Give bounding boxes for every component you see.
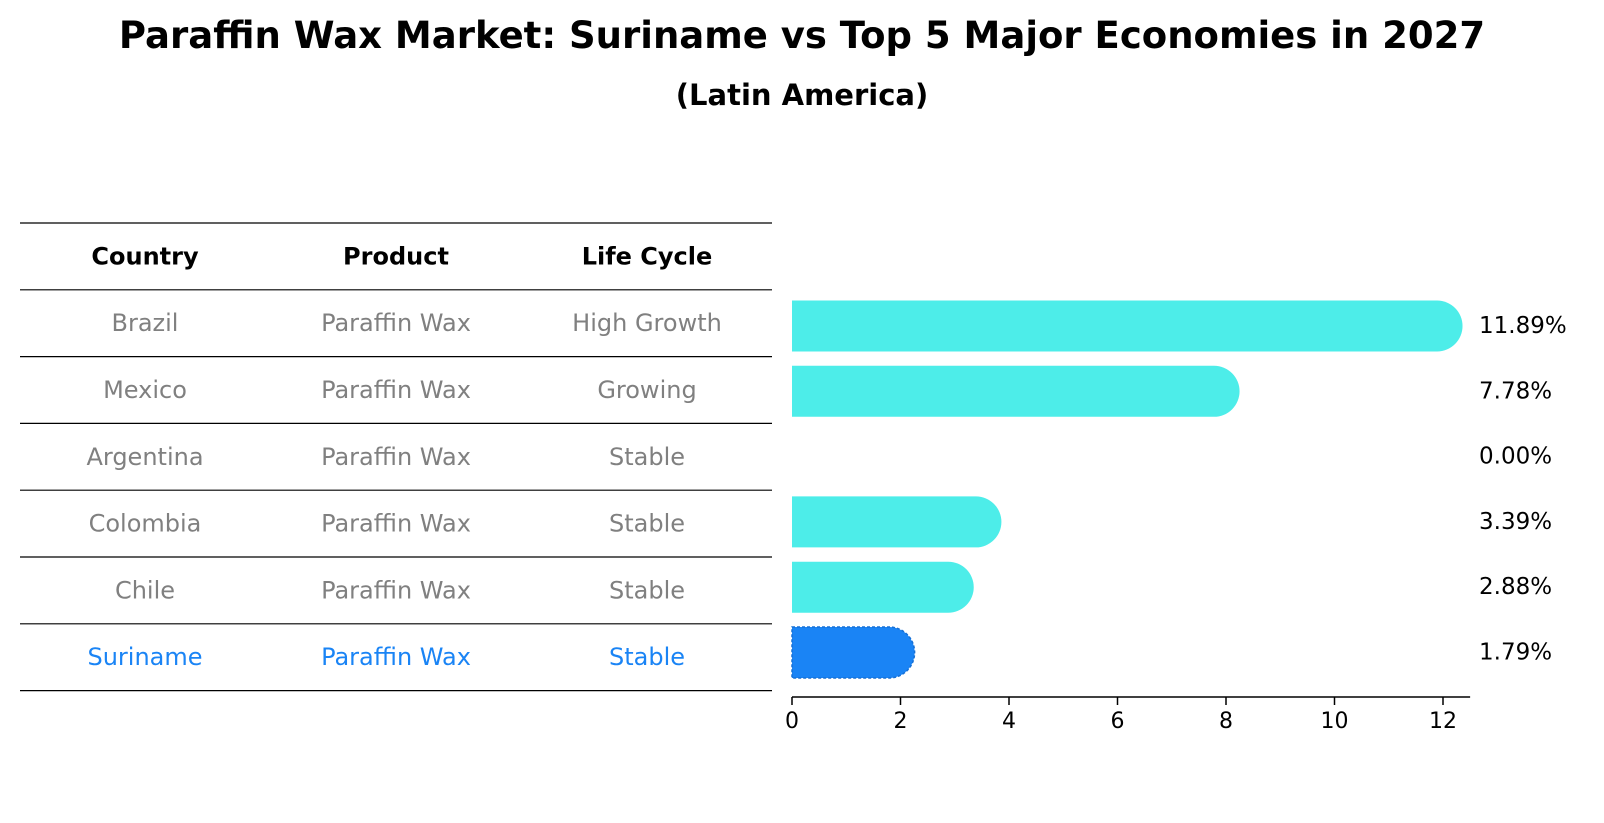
table-cell-country: Colombia — [89, 510, 202, 538]
x-tick-label: 2 — [894, 709, 908, 734]
table-cell-product: Paraffin Wax — [321, 309, 471, 337]
table-header-cell: Life Cycle — [582, 242, 713, 270]
table-cell-country: Suriname — [87, 643, 202, 671]
bars-group: 11.89% 7.78% 0.00% 3.39% 2.88% 1.79% — [791, 300, 1567, 679]
table-cell-country: Mexico — [103, 376, 187, 404]
table-cell-life-cycle: Growing — [597, 376, 696, 404]
chart-title: Paraffin Wax Market: Suriname vs Top 5 M… — [118, 14, 1486, 57]
bar-value-label: 1.79% — [1479, 640, 1552, 666]
x-tick-label: 6 — [1111, 709, 1125, 734]
table-cell-country: Argentina — [86, 443, 203, 471]
table-cell-country: Brazil — [112, 309, 179, 337]
table-cell-life-cycle: Stable — [609, 443, 685, 471]
data-table: Country Product Life Cycle Brazil Paraffin W… — [20, 222, 772, 692]
table-cell-product: Paraffin Wax — [321, 510, 471, 538]
bar-brazil — [792, 300, 1463, 352]
bar-mexico — [792, 365, 1240, 417]
chart-subtitle: (Latin America) — [675, 78, 929, 112]
bar-value-label: 0.00% — [1479, 444, 1552, 470]
table-cell-life-cycle: Stable — [609, 510, 685, 538]
table-header-cell: Product — [343, 242, 449, 270]
table-cell-product: Paraffin Wax — [321, 443, 471, 471]
table-cell-product: Paraffin Wax — [321, 376, 471, 404]
bar-value-label: 11.89% — [1479, 313, 1567, 339]
x-tick-label: 12 — [1429, 709, 1457, 734]
x-tick-label: 10 — [1321, 709, 1349, 734]
bar-value-label: 3.39% — [1479, 509, 1552, 535]
x-tick-label: 8 — [1219, 709, 1233, 734]
table-cell-life-cycle: High Growth — [572, 309, 722, 337]
table-cell-product: Paraffin Wax — [321, 643, 471, 671]
bar-value-label: 2.88% — [1479, 574, 1552, 600]
table-cell-life-cycle: Stable — [609, 643, 685, 671]
table-cell-country: Chile — [115, 576, 175, 604]
bar-colombia — [792, 496, 1002, 548]
bar-chile — [792, 561, 974, 613]
table-cell-product: Paraffin Wax — [321, 576, 471, 604]
x-axis: 0 2 4 6 8 10 12 — [785, 696, 1471, 734]
bar-suriname — [791, 626, 916, 679]
table-header-cell: Country — [91, 242, 199, 270]
x-tick-label: 0 — [785, 709, 799, 734]
x-tick-label: 4 — [1002, 709, 1016, 734]
bar-value-label: 7.78% — [1479, 378, 1552, 404]
table-cell-life-cycle: Stable — [609, 576, 685, 604]
